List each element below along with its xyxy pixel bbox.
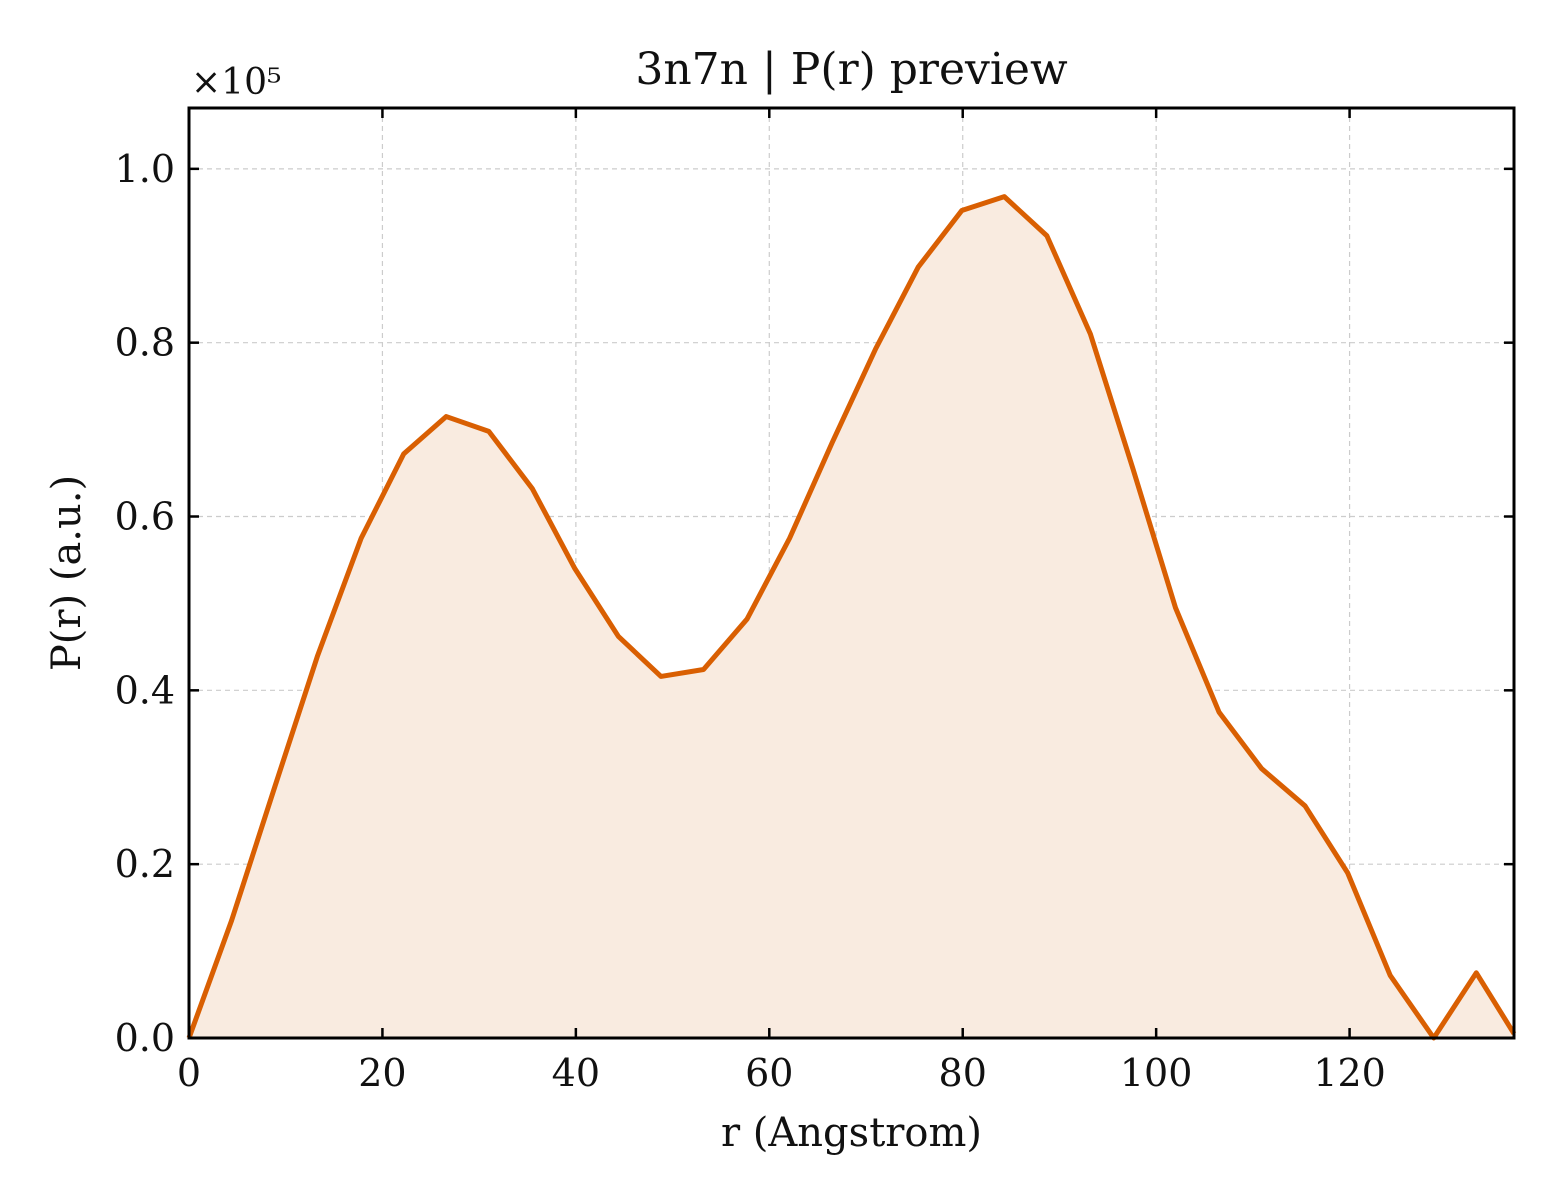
y-tick-label: 1.0: [115, 147, 175, 191]
series-area-fill: [189, 196, 1514, 1038]
series-layer: [186, 194, 1517, 1041]
x-tick-label: 0: [177, 1051, 201, 1095]
x-tick-label: 80: [939, 1051, 987, 1095]
y-axis-multiplier: ×10⁵: [191, 62, 281, 103]
x-axis-label: r (Angstrom): [721, 1110, 982, 1156]
y-tick-label: 0.4: [115, 668, 175, 712]
y-tick-label: 0.8: [115, 321, 175, 365]
x-tick-label: 60: [745, 1051, 793, 1095]
x-tick-label: 20: [358, 1051, 406, 1095]
tick-layer: 0 20 40 60 80 100 120 0.0 0.2 0.4 0.6 0.8 1.0: [115, 108, 1514, 1095]
y-tick-label: 0.6: [115, 495, 175, 539]
x-tick-label: 100: [1120, 1051, 1193, 1095]
x-tick-label: 40: [552, 1051, 600, 1095]
chart-title: 3n7n | P(r) preview: [635, 44, 1068, 95]
y-tick-label: 0.0: [115, 1016, 175, 1060]
series-line: [186, 194, 1517, 1041]
y-axis-label: P(r) (a.u.): [44, 475, 90, 671]
y-tick-label: 0.2: [115, 842, 175, 886]
x-tick-label: 120: [1313, 1051, 1386, 1095]
plot-frame: [187, 106, 1516, 1040]
